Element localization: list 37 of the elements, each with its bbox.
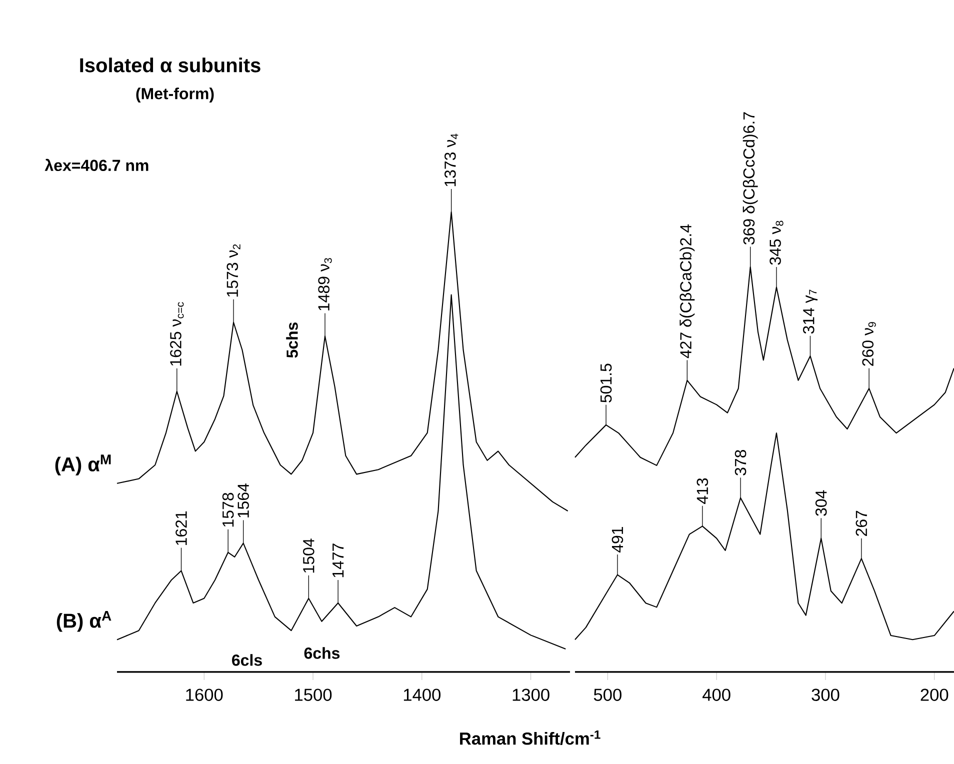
annotation: 345 ν$_{8}$ [770,220,784,265]
chart-title: Isolated α subunits [80,58,260,72]
annotation: 1578 [222,492,234,527]
annotation: 6cls [232,654,262,666]
annotation: 1504 [302,538,314,573]
annotation: 260 ν$_{9}$ [862,322,876,366]
annotation: 491 [612,527,624,553]
annotation: 1621 [176,511,187,545]
annotation: 413 [696,478,708,504]
x-tick-label: 1300 [512,688,550,701]
series-label: (B) α$^{A}$ [56,611,112,632]
annotation: 369 δ(CβCcCd)6.7 [742,112,758,245]
x-tick-label: 1400 [404,688,441,701]
series-label: (A) α$^{M}$ [55,454,111,476]
annotation: 1564 [238,483,249,518]
annotation: 1477 [332,544,344,578]
x-tick-label: 1500 [295,688,332,701]
x-tick-label: 500 [594,688,622,701]
chart-subtitle: (Met-form) [136,88,214,102]
annotation: 501.5 [600,364,612,402]
x-axis-title: Raman Shift/cm$^{-1}$ [460,730,600,745]
annotation: 378 [734,450,746,476]
annotation: 1625 ν$_{c=c}$ [170,302,184,366]
annotation: 267 [856,510,868,536]
x-tick-label: 400 [702,688,730,701]
annotation: 314 γ$_{7}$ [803,290,818,334]
annotation: 6chs [304,647,340,659]
annotation: 304 [815,490,827,516]
annotation: 1373 ν$_{4}$ [444,134,458,186]
annotation: 1489 ν$_{3}$ [318,258,332,310]
annotation: 5chs [286,322,298,358]
x-tick-label: 300 [812,688,840,701]
annotation: 427 δ(CβCaCb)2.4 [680,224,695,358]
x-tick-label: 1600 [186,688,223,701]
text: λex=406.7 nm [44,158,148,172]
annotation: 1573 ν$_{2}$ [226,244,240,297]
x-tick-label: 200 [920,688,948,701]
